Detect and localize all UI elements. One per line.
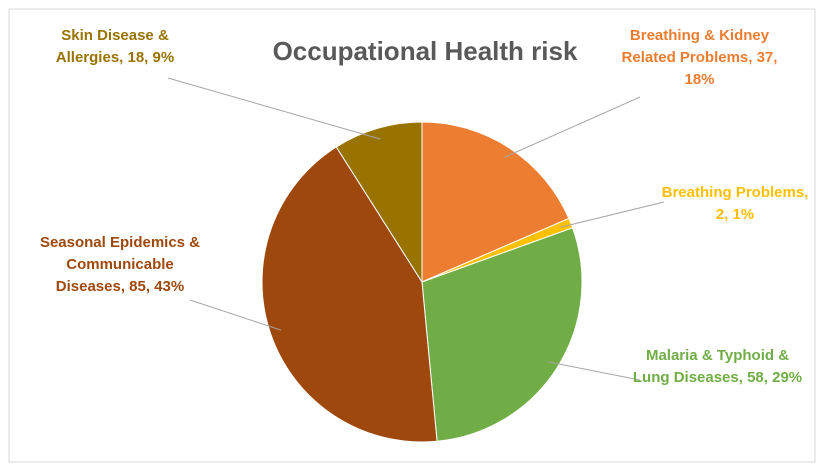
leader-line [503,96,641,159]
leader-line [560,201,665,228]
pie-slice [421,121,570,283]
pie-slice [335,121,423,284]
data-label: Seasonal Epidemics & Communicable Diseas… [39,234,201,295]
data-label: Malaria & Typhoid & Lung Diseases, 58, 2… [632,347,803,386]
leader-line [547,361,641,381]
data-label: Breathing Problems, 2, 1% [661,184,809,223]
leader-line [167,77,381,140]
leader-line [189,299,282,331]
data-label: Skin Disease & Allergies, 18, 9% [55,27,175,66]
pie-slice [421,227,583,442]
pie-slice [261,146,438,443]
data-label: Breathing & Kidney Related Problems, 37,… [621,27,778,88]
chart-title: Occupational Health risk [273,36,578,66]
